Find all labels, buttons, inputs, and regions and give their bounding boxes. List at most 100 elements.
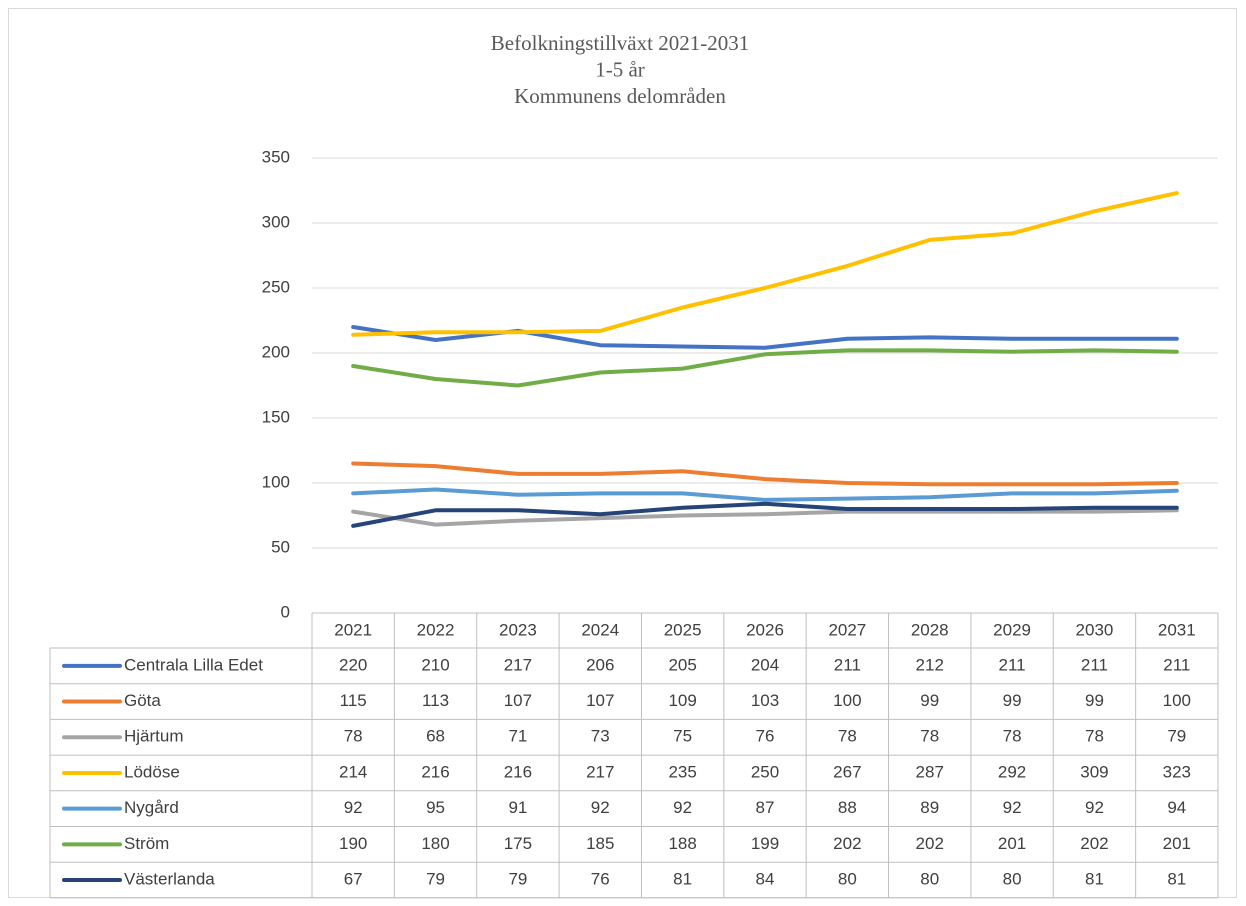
table-cell: 80 <box>1003 870 1022 889</box>
table-cell: 75 <box>673 727 692 746</box>
x-tick-label: 2022 <box>417 620 455 639</box>
y-tick-label: 100 <box>262 472 290 491</box>
table-cell: 309 <box>1080 762 1108 781</box>
table-cell: 202 <box>916 834 944 853</box>
table-cell: 79 <box>426 870 445 889</box>
table-cell: 323 <box>1163 762 1191 781</box>
chart-title: Kommunens delområden <box>514 84 726 108</box>
table-cell: 81 <box>1085 870 1104 889</box>
table-cell: 76 <box>756 727 775 746</box>
chart-title: Befolkningstillväxt 2021-2031 <box>491 31 749 55</box>
table-cell: 250 <box>751 762 779 781</box>
table-cell: 78 <box>1003 727 1022 746</box>
x-tick-label: 2029 <box>993 620 1031 639</box>
table-cell: 103 <box>751 691 779 710</box>
y-tick-label: 250 <box>262 277 290 296</box>
table-cell: 67 <box>344 870 363 889</box>
table-cell: 92 <box>591 798 610 817</box>
legend-label: Ström <box>124 834 169 853</box>
table-cell: 202 <box>1080 834 1108 853</box>
table-cell: 94 <box>1167 798 1186 817</box>
table-cell: 84 <box>756 870 775 889</box>
x-tick-label: 2031 <box>1158 620 1196 639</box>
x-tick-label: 2030 <box>1076 620 1114 639</box>
table-cell: 99 <box>920 691 939 710</box>
series-line <box>351 508 1179 527</box>
table-cell: 109 <box>668 691 696 710</box>
table-cell: 107 <box>504 691 532 710</box>
table-cell: 68 <box>426 727 445 746</box>
table-cell: 180 <box>421 834 449 853</box>
series-line <box>351 501 1179 528</box>
x-tick-label: 2025 <box>664 620 702 639</box>
table-cell: 81 <box>1167 870 1186 889</box>
x-tick-label: 2027 <box>828 620 866 639</box>
legend-label: Hjärtum <box>124 727 184 746</box>
table-cell: 188 <box>668 834 696 853</box>
table-cell: 216 <box>504 762 532 781</box>
table-cell: 92 <box>673 798 692 817</box>
x-tick-label: 2021 <box>334 620 372 639</box>
table-cell: 292 <box>998 762 1026 781</box>
x-tick-label: 2028 <box>911 620 949 639</box>
table-cell: 211 <box>1081 655 1108 674</box>
table-cell: 76 <box>591 870 610 889</box>
table-cell: 216 <box>421 762 449 781</box>
table-cell: 206 <box>586 655 614 674</box>
x-tick-label: 2026 <box>746 620 784 639</box>
table-cell: 287 <box>916 762 944 781</box>
table-cell: 78 <box>838 727 857 746</box>
table-cell: 73 <box>591 727 610 746</box>
table-cell: 99 <box>1085 691 1104 710</box>
table-cell: 78 <box>344 727 363 746</box>
table-cell: 100 <box>1163 691 1191 710</box>
y-tick-label: 350 <box>262 147 290 166</box>
table-cell: 78 <box>1085 727 1104 746</box>
series-line <box>351 487 1179 502</box>
table-cell: 204 <box>751 655 779 674</box>
series-line <box>351 461 1179 487</box>
table-cell: 235 <box>668 762 696 781</box>
table-cell: 80 <box>838 870 857 889</box>
table-cell: 107 <box>586 691 614 710</box>
series-line <box>351 191 1179 337</box>
table-cell: 267 <box>833 762 861 781</box>
table-cell: 88 <box>838 798 857 817</box>
x-tick-label: 2023 <box>499 620 537 639</box>
table-cell: 113 <box>422 691 449 710</box>
table-cell: 81 <box>673 870 692 889</box>
table-cell: 95 <box>426 798 445 817</box>
table-cell: 71 <box>508 727 527 746</box>
table-cell: 91 <box>508 798 527 817</box>
table-cell: 210 <box>421 655 449 674</box>
y-tick-label: 150 <box>262 407 290 426</box>
table-cell: 100 <box>833 691 861 710</box>
legend-label: Lödöse <box>124 762 180 781</box>
table-cell: 185 <box>586 834 614 853</box>
y-tick-label: 200 <box>262 342 290 361</box>
series-line <box>351 348 1179 388</box>
table-cell: 92 <box>1085 798 1104 817</box>
table-cell: 92 <box>344 798 363 817</box>
table-cell: 220 <box>339 655 367 674</box>
table-cell: 201 <box>998 834 1026 853</box>
legend-label: Västerlanda <box>124 870 215 889</box>
y-tick-label: 0 <box>281 602 290 621</box>
table-cell: 211 <box>999 655 1026 674</box>
y-tick-label: 300 <box>262 212 290 231</box>
chart-border <box>8 8 1237 898</box>
table-cell: 190 <box>339 834 367 853</box>
table-cell: 217 <box>586 762 614 781</box>
table-cell: 79 <box>1167 727 1186 746</box>
table-cell: 202 <box>833 834 861 853</box>
table-cell: 201 <box>1163 834 1191 853</box>
x-tick-label: 2024 <box>581 620 619 639</box>
y-tick-label: 50 <box>271 537 290 556</box>
table-cell: 89 <box>920 798 939 817</box>
table-cell: 99 <box>1003 691 1022 710</box>
table-cell: 214 <box>339 762 367 781</box>
table-cell: 87 <box>756 798 775 817</box>
table-cell: 115 <box>340 691 367 710</box>
table-cell: 217 <box>504 655 532 674</box>
